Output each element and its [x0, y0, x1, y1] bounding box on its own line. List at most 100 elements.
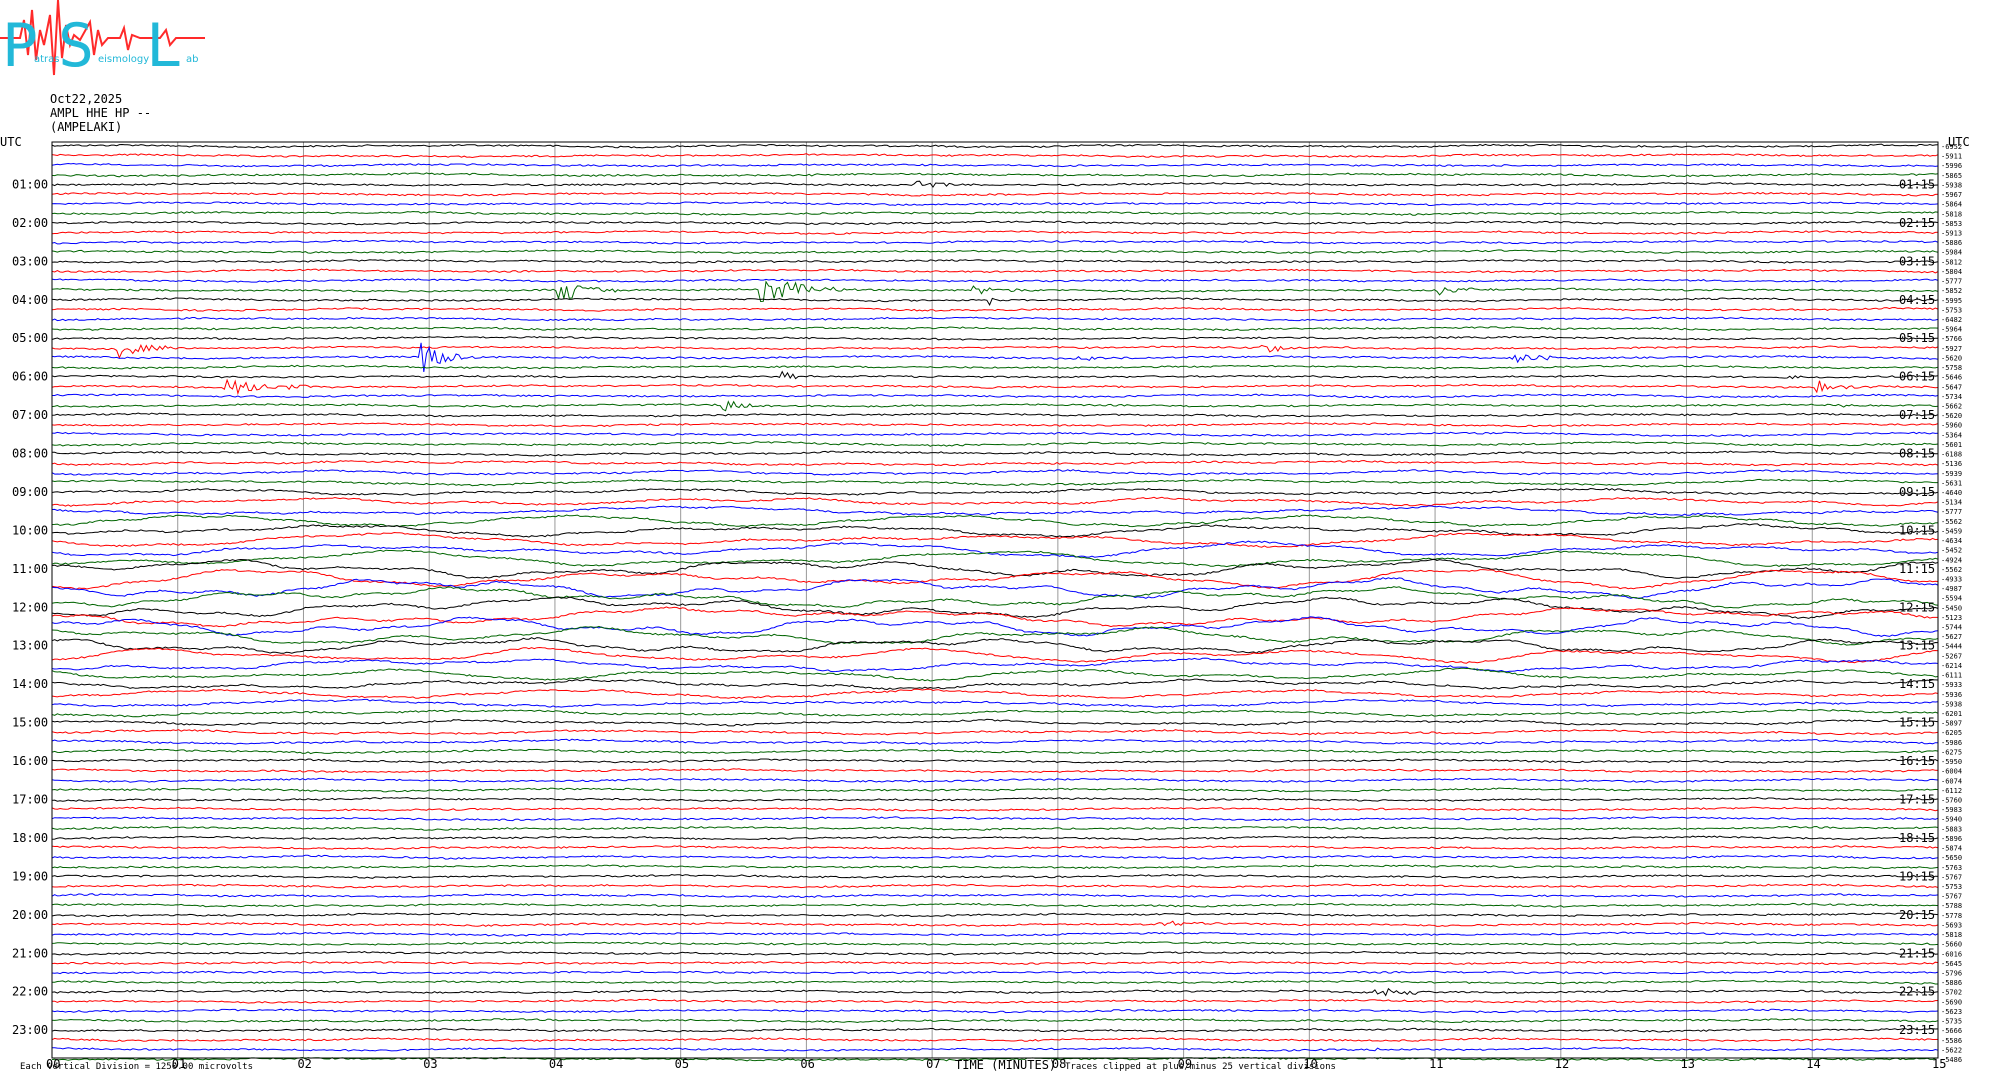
- logo-subtitle-mid: eismology: [98, 54, 149, 65]
- trace-line: [51, 496, 1939, 507]
- trace-line: [51, 596, 1939, 619]
- trace-line: [51, 487, 1939, 496]
- x-tick-label-02: 02: [297, 1057, 311, 1071]
- trace-line: [51, 343, 1939, 360]
- left-hour-label: 05:00: [12, 331, 48, 345]
- trace-line: [52, 979, 1938, 985]
- trace-line: [51, 268, 1939, 274]
- right-hour-label: 18:15: [1899, 831, 1935, 845]
- trace-offset-label: -5753: [1941, 306, 1962, 314]
- trace-line: [51, 1008, 1939, 1014]
- trace-offset-label: -5913: [1941, 229, 1962, 237]
- x-tick-label-13: 13: [1681, 1057, 1695, 1071]
- trace-offset-label: -5853: [1941, 220, 1962, 228]
- trace-offset-label: -5753: [1941, 883, 1962, 891]
- trace-offset-label: -5267: [1941, 652, 1962, 660]
- left-hour-label: 10:00: [12, 523, 48, 537]
- trace-line: [51, 787, 1939, 793]
- trace-line: [51, 143, 1939, 149]
- psl-logo: P S L atras eismology ab: [0, 0, 205, 81]
- right-hour-label: 12:15: [1899, 600, 1935, 614]
- right-hour-label: 02:15: [1899, 216, 1935, 230]
- trace-line: [51, 835, 1939, 841]
- right-hour-label: 17:15: [1899, 793, 1935, 807]
- trace-line: [51, 1018, 1939, 1024]
- trace-offset-label: -5486: [1941, 1056, 1962, 1064]
- trace-offset-label: -5744: [1941, 624, 1962, 632]
- trace-line: [51, 326, 1939, 332]
- trace-line: [52, 393, 1939, 399]
- trace-line: [51, 678, 1939, 691]
- trace-offset-label: -5886: [1941, 979, 1962, 987]
- logo-subtitle-right: ab: [186, 54, 198, 65]
- trace-offset-label: -5936: [1941, 691, 1962, 699]
- trace-offset-label: -5960: [1941, 422, 1962, 430]
- trace-offset-label: -4987: [1941, 585, 1962, 593]
- x-axis-title: TIME (MINUTES): [955, 1058, 1056, 1072]
- trace-line: [51, 220, 1939, 226]
- trace-line: [51, 297, 1939, 307]
- trace-offset-label: -5818: [1941, 210, 1962, 218]
- trace-line: [51, 1056, 1939, 1062]
- right-hour-label: 23:15: [1899, 1023, 1935, 1037]
- trace-line: [51, 854, 1939, 860]
- left-hour-label: 21:00: [12, 946, 48, 960]
- trace-offset-label: -5735: [1941, 1018, 1962, 1026]
- trace-offset-label: -5883: [1941, 825, 1962, 833]
- trace-offset-label: -4924: [1941, 556, 1962, 564]
- trace-line: [52, 450, 1938, 457]
- trace-offset-label: -5767: [1941, 893, 1962, 901]
- right-hour-label: 06:15: [1899, 370, 1935, 384]
- station-location: (AMPELAKI): [50, 120, 123, 134]
- trace-line: [51, 306, 1939, 312]
- trace-line: [51, 191, 1939, 197]
- right-hour-label: 19:15: [1899, 869, 1935, 883]
- trace-line: [51, 230, 1939, 235]
- trace-line: [51, 1027, 1939, 1033]
- trace-line: [51, 931, 1939, 937]
- trace-line: [51, 249, 1939, 254]
- trace-line: [51, 873, 1939, 879]
- trace-offset-label: -5788: [1941, 902, 1962, 910]
- trace-line: [51, 920, 1939, 927]
- trace-line: [51, 278, 1939, 283]
- trace-offset-label: -5647: [1941, 383, 1962, 391]
- trace-line: [51, 960, 1939, 966]
- right-hour-label: 14:15: [1899, 677, 1935, 691]
- trace-offset-label: -5995: [1941, 297, 1962, 305]
- trace-line: [51, 412, 1939, 418]
- trace-offset-label: -5911: [1941, 153, 1962, 161]
- trace-offset-label: -5702: [1941, 989, 1962, 997]
- x-tick-label-04: 04: [549, 1057, 563, 1071]
- right-hour-label: 08:15: [1899, 447, 1935, 461]
- x-tick-label-08: 08: [1052, 1057, 1066, 1071]
- footer-clip-note: Traces clipped at plus/minus 25 vertical…: [1065, 1062, 1336, 1072]
- trace-offset-label: -5983: [1941, 806, 1962, 814]
- x-tick-label-14: 14: [1806, 1057, 1820, 1071]
- left-hour-label: 15:00: [12, 716, 48, 730]
- trace-offset-label: -5933: [1941, 681, 1962, 689]
- trace-line: [51, 180, 1939, 188]
- left-hour-label: 14:00: [12, 677, 48, 691]
- trace-offset-label: -5760: [1941, 797, 1962, 805]
- left-hour-label: 06:00: [12, 370, 48, 384]
- trace-offset-label: -5631: [1941, 479, 1962, 487]
- trace-offset-label: -5766: [1941, 335, 1962, 343]
- x-tick-label-09: 09: [1178, 1057, 1192, 1071]
- trace-line: [51, 459, 1939, 467]
- trace-offset-label: -5896: [1941, 835, 1962, 843]
- trace-offset-label: -5364: [1941, 431, 1962, 439]
- trace-line: [51, 540, 1939, 558]
- right-hour-label: 16:15: [1899, 754, 1935, 768]
- trace-line: [51, 239, 1939, 245]
- trace-offset-label: -5886: [1941, 239, 1962, 247]
- left-hour-label: 19:00: [12, 869, 48, 883]
- trace-offset-label: -6214: [1941, 662, 1962, 670]
- right-hour-label: 01:15: [1899, 177, 1935, 191]
- trace-offset-label: -5123: [1941, 614, 1962, 622]
- trace-offset-label: -5939: [1941, 470, 1962, 478]
- trace-offset-label: -5693: [1941, 921, 1962, 929]
- trace-offset-label: -5662: [1941, 402, 1962, 410]
- trace-line: [51, 688, 1939, 700]
